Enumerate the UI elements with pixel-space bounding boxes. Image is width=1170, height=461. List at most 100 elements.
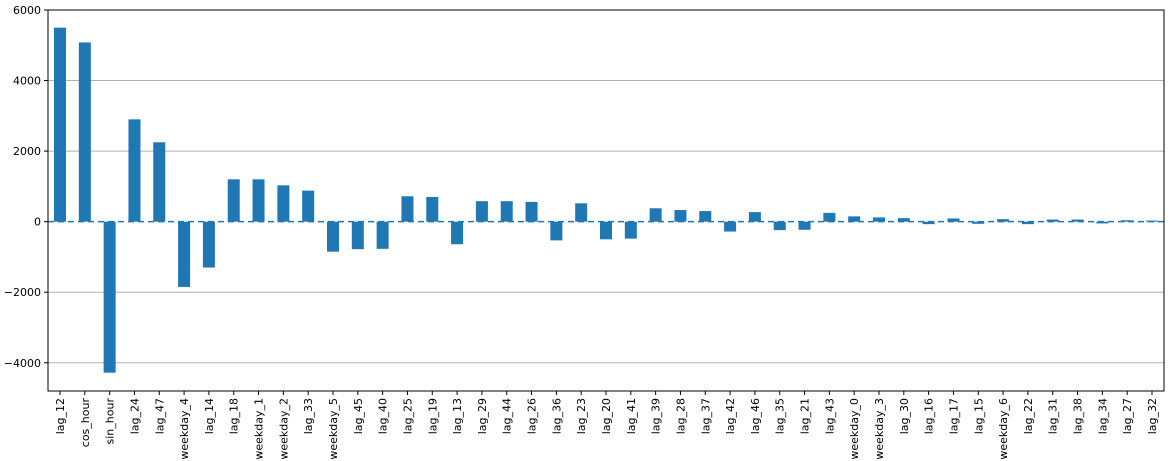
x-tick-label: weekday_4: [178, 398, 191, 460]
x-tick-label: lag_12: [54, 398, 67, 434]
x-tick-label: lag_21: [799, 398, 812, 434]
bar-lag_25: [401, 196, 414, 222]
x-tick-label: lag_40: [377, 398, 390, 434]
x-tick-label: lag_23: [575, 398, 588, 434]
x-tick-label: lag_22: [1022, 398, 1035, 434]
x-tick-label: lag_36: [550, 398, 563, 434]
bar-lag_30: [897, 218, 910, 222]
x-tick-label: lag_25: [401, 398, 414, 434]
bar-lag_28: [674, 210, 687, 222]
bar-lag_37: [699, 211, 712, 222]
bar-lag_27: [1121, 220, 1134, 222]
bar-weekday_3: [873, 217, 885, 222]
bar-lag_23: [575, 203, 588, 222]
bar-lag_45: [351, 221, 364, 250]
x-tick-label: weekday_2: [277, 398, 290, 460]
x-tick-label: lag_16: [923, 398, 936, 434]
x-tick-label: lag_43: [823, 398, 836, 434]
x-tick-label: lag_37: [699, 398, 712, 434]
bar-lag_14: [202, 221, 215, 268]
bar-lag_31: [1046, 219, 1059, 222]
y-tick-label: 0: [34, 216, 41, 229]
x-tick-label: weekday_6: [997, 398, 1010, 460]
y-tick-label: 2000: [13, 145, 41, 158]
bar-lag_18: [227, 179, 240, 222]
bar-weekday_2: [277, 185, 290, 222]
bar-lag_41: [624, 221, 637, 239]
bar-lag_35: [773, 221, 786, 231]
bar-cos_hour: [78, 42, 91, 222]
x-tick-label: lag_46: [749, 398, 762, 434]
bar-lag_39: [649, 208, 662, 222]
bar-lag_21: [798, 221, 811, 230]
x-tick-label: lag_34: [1096, 398, 1109, 434]
x-tick-label: lag_47: [153, 398, 166, 434]
x-tick-label: lag_29: [476, 398, 489, 434]
bar-lag_24: [128, 119, 141, 222]
x-tick-label: lag_38: [1072, 398, 1085, 434]
bar-lag_22: [1021, 221, 1034, 225]
bar-weekday_1: [252, 179, 265, 222]
x-tick-label: lag_15: [972, 398, 985, 434]
x-tick-label: lag_17: [947, 398, 960, 434]
bar-weekday_5: [327, 221, 339, 252]
bar-weekday_6: [997, 219, 1010, 222]
x-tick-label: lag_19: [426, 398, 439, 434]
bar-lag_47: [153, 142, 166, 222]
bar-lag_15: [972, 221, 985, 224]
bar-lag_44: [500, 201, 513, 222]
bar-lag_40: [376, 221, 389, 249]
x-tick-label: lag_14: [203, 398, 216, 434]
x-tick-label: lag_45: [352, 398, 365, 434]
x-tick-label: lag_31: [1047, 398, 1060, 434]
plot-frame: [47, 9, 1165, 392]
bar-lag_43: [823, 212, 836, 222]
grid-lines: [48, 80, 1164, 364]
x-tick-label: lag_33: [302, 398, 315, 434]
x-tick-label: weekday_1: [253, 398, 266, 460]
y-tick-label: −4000: [4, 357, 41, 370]
bar-lag_42: [724, 221, 737, 232]
bar-lag_12: [54, 27, 66, 222]
x-tick-label: lag_18: [228, 398, 241, 434]
bar-lag_29: [475, 201, 488, 222]
x-tick-label: lag_26: [526, 398, 539, 434]
x-axis: lag_12 cos_hour sin_hour lag_24 lag_47 weekda…: [54, 391, 1159, 460]
y-tick-label: 4000: [13, 75, 41, 88]
y-axis: −4000 −2000 0 2000 4000 6000: [4, 4, 48, 370]
bars: [54, 27, 1158, 373]
y-tick-label: 6000: [13, 4, 41, 17]
bar-lag_46: [748, 212, 761, 222]
bar-lag_17: [947, 218, 960, 222]
bar-lag_20: [600, 221, 612, 240]
x-tick-label: lag_42: [724, 398, 737, 434]
bar-lag_13: [451, 221, 464, 245]
x-tick-label: lag_30: [898, 398, 911, 434]
x-tick-label: lag_28: [674, 398, 687, 434]
bar-lag_26: [525, 201, 538, 222]
bar-lag_34: [1096, 221, 1109, 224]
x-tick-label: weekday_0: [848, 398, 861, 460]
x-tick-label: lag_32: [1146, 398, 1159, 434]
bar-lag_38: [1071, 219, 1084, 222]
bar-sin_hour: [103, 221, 116, 373]
x-tick-label: lag_35: [774, 398, 787, 434]
bar-lag_36: [550, 221, 563, 241]
x-tick-label: lag_20: [600, 398, 613, 434]
bar-lag_33: [302, 190, 315, 222]
x-tick-label: cos_hour: [79, 398, 92, 448]
x-tick-label: weekday_5: [327, 398, 340, 460]
x-tick-label: weekday_3: [873, 398, 886, 460]
x-tick-label: lag_27: [1121, 398, 1134, 434]
bar-lag_19: [426, 196, 439, 222]
x-tick-label: lag_39: [650, 398, 663, 434]
y-tick-label: −2000: [4, 286, 41, 299]
bar-weekday_0: [848, 216, 861, 222]
bar-weekday_4: [178, 221, 191, 287]
x-tick-label: sin_hour: [104, 398, 117, 445]
bar-lag_16: [922, 221, 935, 225]
x-tick-label: lag_13: [451, 398, 464, 434]
x-tick-label: lag_24: [128, 398, 141, 434]
x-tick-label: lag_44: [501, 398, 514, 434]
